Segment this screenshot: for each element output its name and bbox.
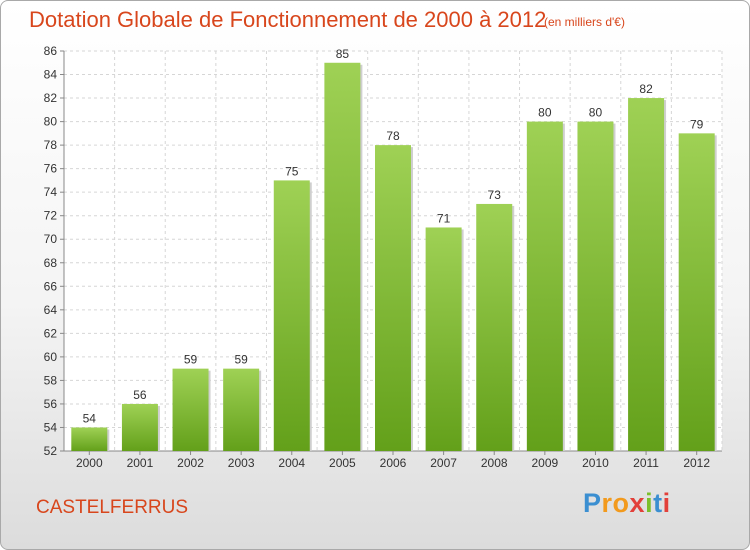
x-tick-label-2009: 2009 — [531, 456, 558, 470]
value-label-2009: 80 — [538, 106, 552, 120]
y-tick-label: 66 — [44, 279, 58, 293]
bar-2009 — [526, 121, 563, 452]
y-tick-label: 86 — [44, 44, 58, 58]
y-tick-label: 52 — [44, 444, 58, 458]
y-tick-label: 70 — [44, 232, 58, 246]
logo-letter: P — [583, 488, 602, 518]
x-tick-label-2008: 2008 — [481, 456, 508, 470]
chart-subtitle: (en milliers d'€) — [544, 15, 625, 29]
bar-2011 — [628, 98, 665, 451]
x-tick-label-2005: 2005 — [329, 456, 356, 470]
y-tick-label: 64 — [44, 303, 58, 317]
bar-2006 — [375, 145, 411, 451]
proxiti-logo: Proxiti — [583, 488, 671, 519]
y-tick-label: 60 — [44, 350, 58, 364]
y-tick-label: 72 — [44, 209, 58, 223]
y-tick-label: 84 — [44, 68, 58, 82]
bar-2000 — [71, 427, 108, 451]
logo-letter: i — [662, 488, 671, 518]
logo-letter: r — [601, 488, 613, 518]
bar-2005 — [324, 62, 361, 451]
chart-title: Dotation Globale de Fonctionnement de 20… — [29, 7, 547, 32]
x-tick-label-2007: 2007 — [430, 456, 457, 470]
bar-2003 — [223, 368, 260, 451]
value-label-2007: 71 — [437, 211, 451, 225]
value-label-2005: 85 — [336, 47, 350, 61]
x-tick-label-2011: 2011 — [633, 456, 659, 470]
bar-2010 — [577, 121, 614, 452]
x-tick-label-2012: 2012 — [683, 456, 710, 470]
value-label-2002: 59 — [184, 353, 198, 367]
y-tick-label: 78 — [44, 138, 58, 152]
value-label-2003: 59 — [234, 353, 248, 367]
bar-2002 — [172, 368, 209, 451]
value-label-2006: 78 — [386, 129, 400, 143]
bar-2007 — [425, 227, 462, 451]
y-tick-label: 58 — [44, 373, 58, 387]
value-label-2004: 75 — [285, 164, 299, 178]
y-tick-label: 76 — [44, 162, 58, 176]
value-label-2010: 80 — [589, 106, 603, 120]
x-tick-label-2001: 2001 — [127, 456, 154, 470]
y-tick-label: 54 — [44, 420, 58, 434]
bar-2001 — [121, 403, 158, 451]
logo-letter: o — [612, 488, 630, 518]
x-tick-label-2003: 2003 — [228, 456, 255, 470]
logo-letter: i — [645, 488, 654, 518]
y-tick-label: 74 — [44, 185, 58, 199]
logo-letter: t — [653, 488, 663, 518]
y-tick-label: 82 — [44, 91, 58, 105]
x-tick-label-2010: 2010 — [582, 456, 609, 470]
y-tick-label: 80 — [44, 115, 58, 129]
bar-2012 — [678, 133, 715, 451]
y-tick-label: 62 — [44, 326, 58, 340]
commune-name: CASTELFERRUS — [36, 497, 189, 518]
y-tick-label: 56 — [44, 397, 58, 411]
value-label-2000: 54 — [83, 411, 97, 425]
bar-2008 — [476, 203, 513, 451]
x-tick-label-2000: 2000 — [76, 456, 103, 470]
y-tick-label: 68 — [44, 256, 58, 270]
x-tick-label-2004: 2004 — [278, 456, 305, 470]
x-tick-label-2006: 2006 — [380, 456, 407, 470]
value-label-2011: 82 — [639, 82, 653, 96]
x-tick-label-2002: 2002 — [177, 456, 204, 470]
value-label-2008: 73 — [488, 188, 502, 202]
value-label-2001: 56 — [133, 388, 147, 402]
logo-letter: x — [629, 488, 646, 518]
bar-2004 — [273, 180, 310, 452]
value-label-2012: 79 — [690, 117, 704, 131]
